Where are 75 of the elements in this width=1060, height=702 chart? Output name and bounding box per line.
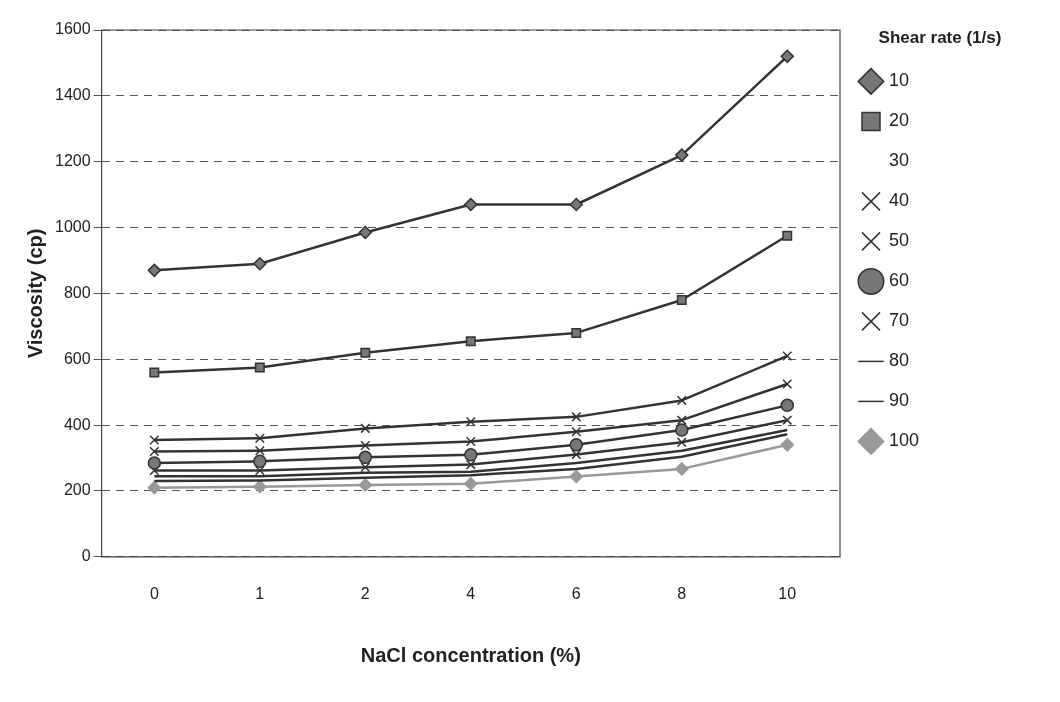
point (676, 294, 687, 305)
legend-label: 20 (889, 110, 910, 131)
point (360, 347, 371, 358)
legend-label: 100 (889, 430, 920, 451)
point (571, 411, 582, 422)
point (780, 49, 795, 64)
legend-label: 10 (889, 70, 910, 91)
point (254, 362, 265, 373)
point (675, 148, 689, 162)
point (254, 433, 265, 444)
legend-label: 40 (889, 190, 910, 211)
point (782, 415, 793, 426)
point (780, 398, 795, 413)
point (464, 476, 478, 491)
point (675, 423, 689, 437)
y-axis-title: Viscosity (cp) (23, 228, 46, 359)
point (358, 450, 373, 465)
legend-label: 60 (889, 270, 910, 291)
point (254, 465, 265, 476)
point (782, 230, 793, 241)
point (780, 438, 795, 452)
point (465, 416, 476, 427)
point (571, 327, 582, 338)
x-tick-label: 10 (778, 584, 797, 602)
y-tick-label: 400 (63, 415, 91, 433)
x-tick-label: 1 (255, 584, 265, 602)
point (569, 197, 584, 212)
text: 30 (889, 150, 910, 171)
legend-label: 50 (889, 230, 910, 251)
point (253, 257, 267, 271)
y-tick-label: 200 (63, 481, 91, 499)
point (675, 462, 689, 476)
legend-label: 90 (889, 390, 910, 411)
legend-title: Shear rate (1/s) (878, 28, 1002, 48)
point (358, 225, 373, 240)
point (254, 445, 265, 456)
point (253, 454, 267, 469)
point (782, 378, 793, 389)
y-tick-label: 1200 (55, 152, 91, 170)
point (147, 263, 162, 278)
point (465, 336, 476, 347)
point (676, 437, 687, 448)
x-tick-label: 4 (466, 584, 476, 602)
point (147, 456, 162, 470)
point (149, 367, 160, 378)
point (571, 449, 582, 460)
point (464, 447, 478, 462)
point (569, 469, 584, 484)
point (676, 395, 687, 406)
point (464, 197, 478, 212)
y-tick-label: 600 (63, 349, 91, 367)
point (253, 479, 267, 494)
legend-label: 80 (889, 350, 910, 371)
x-axis-title: NaCl concentration (%) (360, 643, 581, 666)
point (360, 440, 371, 451)
y-tick-label: 1400 (55, 86, 91, 104)
legend-label: 70 (889, 310, 910, 331)
x-tick-label: 6 (571, 584, 581, 602)
point (782, 350, 793, 361)
y-tick-label: 1600 (55, 20, 91, 38)
x-tick-label: 2 (360, 584, 370, 602)
point (360, 423, 371, 434)
point (569, 438, 584, 452)
y-tick-label: 0 (81, 547, 91, 565)
point (465, 436, 476, 447)
x-tick-label: 0 (149, 584, 159, 602)
point (571, 426, 582, 437)
x-tick-label: 8 (677, 584, 687, 602)
y-tick-label: 1000 (55, 217, 91, 235)
point (358, 478, 373, 492)
y-tick-label: 800 (63, 283, 91, 301)
point (360, 462, 371, 473)
point (465, 459, 476, 470)
point (676, 415, 687, 426)
point (147, 480, 162, 495)
